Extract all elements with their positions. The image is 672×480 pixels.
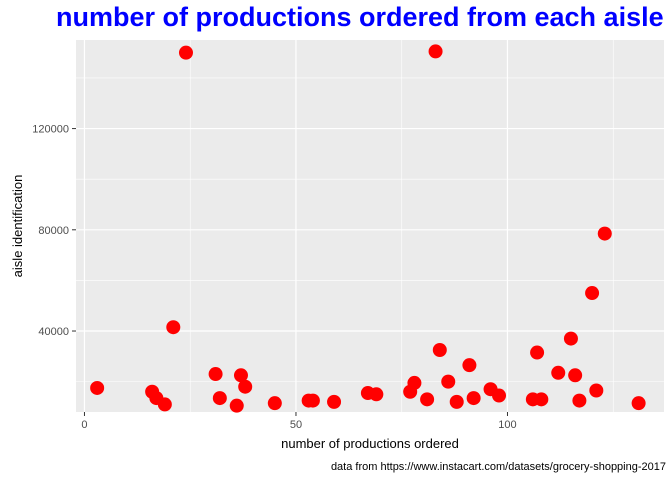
y-tick-label: 80000 (38, 225, 69, 237)
data-point (90, 380, 105, 395)
data-point (585, 286, 600, 301)
data-point (369, 387, 384, 402)
x-axis-label: number of productions ordered (281, 436, 459, 451)
data-point (534, 392, 549, 407)
data-point (407, 375, 422, 390)
data-point (327, 394, 342, 409)
data-point (178, 45, 193, 60)
data-point (589, 383, 604, 398)
data-point (530, 345, 545, 360)
data-point (208, 367, 223, 382)
x-tick-label: 100 (498, 419, 516, 431)
data-point (462, 358, 477, 373)
data-point (420, 392, 435, 407)
data-point (597, 226, 612, 241)
x-tick-label: 0 (81, 419, 87, 431)
data-point (441, 374, 456, 389)
data-point (229, 398, 244, 413)
data-point (631, 396, 646, 411)
data-point (563, 331, 578, 346)
y-axis-label: aisle identification (10, 175, 25, 278)
chart-title: number of productions ordered from each … (56, 2, 664, 32)
data-point (305, 393, 320, 408)
data-source-caption: data from https://www.instacart.com/data… (330, 461, 666, 473)
data-point (157, 397, 172, 412)
data-point (568, 368, 583, 383)
data-point (428, 44, 443, 59)
data-point (432, 343, 447, 357)
data-point (212, 391, 227, 406)
data-point (238, 379, 253, 394)
data-point (166, 320, 181, 335)
data-point (572, 393, 587, 408)
x-tick-label: 50 (290, 419, 302, 431)
plot-panel (76, 40, 664, 412)
data-point (267, 396, 282, 411)
data-point (449, 394, 464, 409)
data-point (233, 368, 248, 383)
data-point (466, 391, 481, 406)
data-point (492, 388, 507, 403)
data-point (551, 365, 566, 380)
axes: 0 50 100 40000 80000 120000 (32, 124, 516, 431)
y-tick-label: 40000 (38, 326, 69, 338)
data-points (90, 44, 646, 413)
y-tick-label: 120000 (32, 124, 69, 136)
